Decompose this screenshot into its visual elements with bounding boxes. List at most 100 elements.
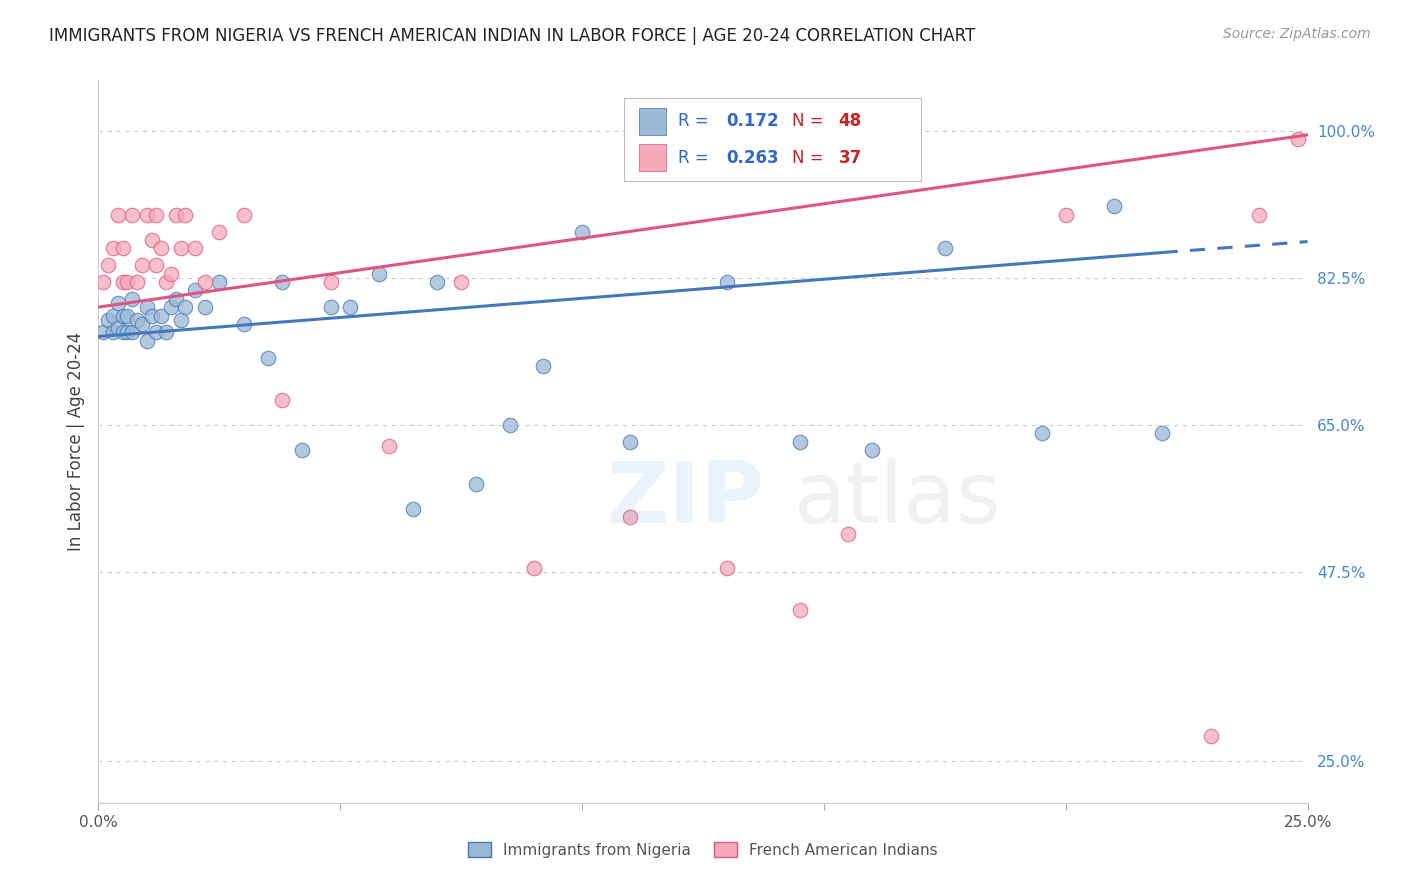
Point — [145, 208, 167, 222]
Point — [571, 225, 593, 239]
Point — [135, 300, 157, 314]
Point — [155, 275, 177, 289]
FancyBboxPatch shape — [638, 108, 665, 136]
Point — [97, 258, 120, 272]
Point — [131, 317, 153, 331]
Point — [208, 225, 231, 239]
Point — [165, 292, 187, 306]
Point — [121, 326, 143, 340]
Point — [135, 334, 157, 348]
Point — [1054, 208, 1077, 222]
Point — [135, 208, 157, 222]
Point — [111, 326, 134, 340]
Point — [1199, 729, 1222, 743]
Text: N =: N = — [793, 112, 830, 130]
Point — [1286, 132, 1309, 146]
Point — [111, 309, 134, 323]
Point — [155, 326, 177, 340]
Point — [1102, 199, 1125, 213]
Text: R =: R = — [678, 149, 714, 167]
Point — [121, 292, 143, 306]
Point — [208, 275, 231, 289]
Point — [160, 300, 183, 314]
Point — [1031, 426, 1053, 441]
Point — [716, 560, 738, 574]
Point — [141, 233, 163, 247]
Point — [531, 359, 554, 373]
Point — [184, 241, 207, 255]
FancyBboxPatch shape — [624, 98, 921, 181]
Point — [150, 241, 173, 255]
Text: ZIP: ZIP — [606, 458, 763, 541]
Point — [101, 309, 124, 323]
Text: R =: R = — [678, 112, 714, 130]
Point — [377, 439, 399, 453]
Point — [165, 208, 187, 222]
Point — [150, 309, 173, 323]
Text: 0.263: 0.263 — [725, 149, 779, 167]
Point — [145, 258, 167, 272]
Point — [194, 300, 217, 314]
Point — [91, 275, 114, 289]
Point — [184, 283, 207, 297]
Text: N =: N = — [793, 149, 830, 167]
Point — [131, 258, 153, 272]
Point — [141, 309, 163, 323]
Point — [121, 208, 143, 222]
Point — [837, 527, 859, 541]
Point — [860, 442, 883, 457]
Text: 37: 37 — [838, 149, 862, 167]
Point — [111, 241, 134, 255]
Point — [127, 275, 149, 289]
Point — [271, 275, 294, 289]
Point — [194, 275, 217, 289]
Point — [145, 326, 167, 340]
Point — [169, 241, 191, 255]
Point — [402, 501, 425, 516]
Point — [232, 208, 254, 222]
Point — [117, 309, 139, 323]
Point — [107, 208, 129, 222]
Point — [117, 275, 139, 289]
Point — [1152, 426, 1174, 441]
Point — [450, 275, 472, 289]
FancyBboxPatch shape — [638, 144, 665, 171]
Point — [271, 392, 294, 407]
Point — [934, 241, 956, 255]
Point — [107, 321, 129, 335]
Point — [290, 442, 312, 457]
Point — [101, 241, 124, 255]
Point — [127, 312, 149, 326]
Point — [368, 267, 391, 281]
Point — [232, 317, 254, 331]
Point — [619, 510, 641, 524]
Point — [117, 326, 139, 340]
Text: IMMIGRANTS FROM NIGERIA VS FRENCH AMERICAN INDIAN IN LABOR FORCE | AGE 20-24 COR: IMMIGRANTS FROM NIGERIA VS FRENCH AMERIC… — [49, 27, 976, 45]
Point — [789, 602, 811, 616]
Y-axis label: In Labor Force | Age 20-24: In Labor Force | Age 20-24 — [66, 332, 84, 551]
Point — [169, 312, 191, 326]
Point — [319, 275, 342, 289]
Point — [339, 300, 361, 314]
Point — [464, 476, 486, 491]
Point — [619, 434, 641, 449]
Point — [160, 267, 183, 281]
Point — [426, 275, 449, 289]
Point — [1249, 208, 1271, 222]
Text: 0.172: 0.172 — [725, 112, 779, 130]
Point — [97, 312, 120, 326]
Point — [107, 296, 129, 310]
Point — [523, 560, 546, 574]
Text: Source: ZipAtlas.com: Source: ZipAtlas.com — [1223, 27, 1371, 41]
Point — [319, 300, 342, 314]
Legend: Immigrants from Nigeria, French American Indians: Immigrants from Nigeria, French American… — [463, 836, 943, 863]
Point — [256, 351, 278, 365]
Point — [174, 208, 197, 222]
Text: 48: 48 — [838, 112, 862, 130]
Point — [716, 275, 738, 289]
Point — [111, 275, 134, 289]
Point — [789, 434, 811, 449]
Point — [498, 417, 520, 432]
Point — [174, 300, 197, 314]
Point — [91, 326, 114, 340]
